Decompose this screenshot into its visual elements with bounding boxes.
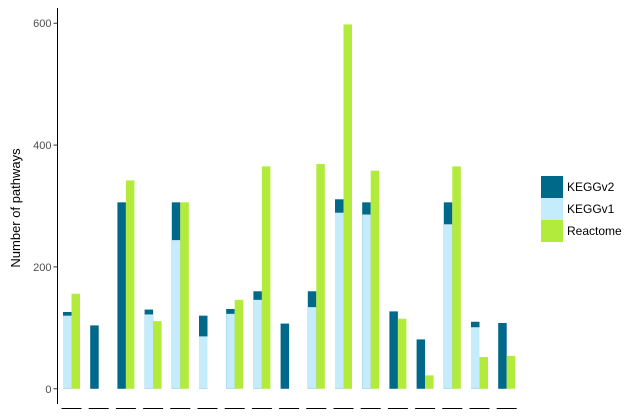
legend-swatch [541,198,563,220]
bar-keggv1 [471,327,480,389]
legend-label: KEGGv1 [567,202,615,216]
bar-keggv1 [171,240,181,389]
y-tick-label: 200 [33,262,51,274]
y-tick-label: 0 [45,384,51,396]
bar-reactome [261,166,271,389]
bar-reactome [370,170,380,389]
bar-reactome [479,357,488,389]
bar-keggv1 [335,212,344,389]
bar-keggv1 [307,307,317,389]
legend-swatch [541,176,563,198]
bar-keggv1 [443,224,453,389]
legend: KEGGv2 KEGGv1 Reactome [541,176,622,242]
plot-area: 0 200 400 600 [33,8,517,409]
bar-keggv2 [498,322,507,389]
legend-swatch [541,220,563,242]
bar-reactome [397,318,407,389]
legend-label: KEGGv2 [567,180,615,194]
bar-reactome [180,202,189,389]
bar-keggv2 [280,323,290,389]
y-axis-ticks: 0 200 400 600 [33,18,58,396]
bar-keggv2 [416,339,426,389]
bar-reactome [506,355,516,389]
bar-reactome [425,375,434,389]
bar-keggv1 [226,313,235,389]
bar-keggv1 [199,336,208,389]
legend-label: Reactome [567,224,622,238]
bar-keggv2 [90,325,99,389]
bar-reactome [343,24,352,389]
bar-reactome [234,299,244,389]
y-tick-label: 400 [33,140,51,152]
bar-keggv1 [63,315,72,389]
bar-keggv2 [389,311,398,389]
bar-reactome [125,180,135,389]
bar-keggv1 [362,214,371,389]
bar-keggv1 [144,314,154,389]
bar-reactome [153,321,162,389]
bar-reactome [71,293,80,389]
bars [63,24,516,389]
bar-reactome [316,163,325,389]
bar-keggv2 [117,202,126,389]
bar-keggv1 [253,299,262,389]
y-axis-title: Number of pathways [8,148,23,268]
y-tick-label: 600 [33,18,51,30]
bar-reactome [452,166,461,389]
